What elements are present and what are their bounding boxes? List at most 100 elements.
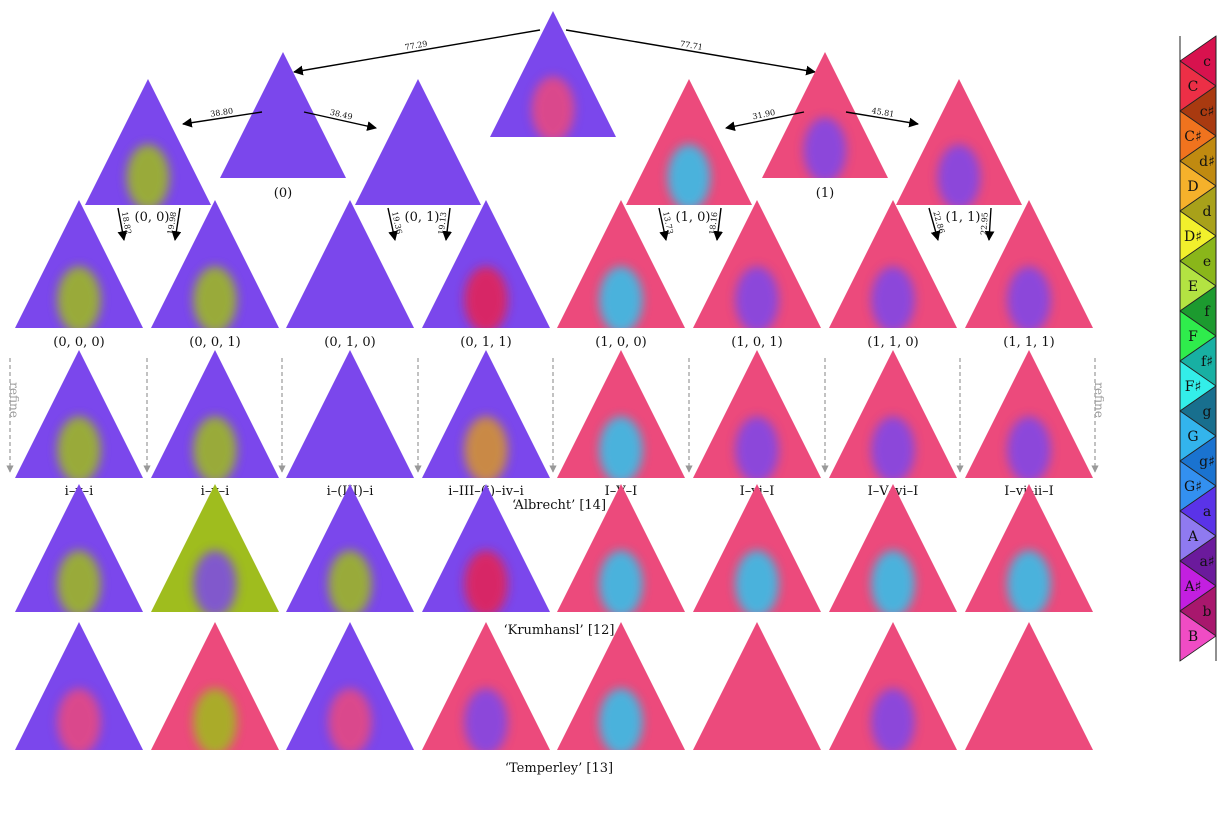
tree-leaf-triangle	[965, 200, 1093, 328]
profile-blob	[328, 550, 372, 612]
tree-level2-label: (0, 0)	[135, 210, 170, 225]
profile-blob	[1007, 266, 1051, 328]
legend-label: D♯	[1184, 229, 1202, 245]
edge-line	[565, 29, 816, 76]
triangle-fill	[693, 200, 821, 328]
triangle-fill	[557, 622, 685, 750]
tree-edge-root-left: 77.29	[293, 29, 541, 76]
row-caption: ‘Albrecht’ [14]	[512, 498, 606, 513]
edge-weight-label: 19.13	[437, 211, 449, 235]
legend-label: C	[1188, 79, 1199, 95]
triangle-fill	[693, 484, 821, 612]
row-triangle	[151, 350, 279, 478]
tree-level2-label: (1, 1)	[946, 210, 981, 225]
row-triangle	[965, 350, 1093, 478]
profile-blob	[871, 266, 915, 328]
edge-weight-label: 45.81	[871, 106, 895, 119]
profile-blob	[937, 144, 981, 205]
tree-leaf-label: (1, 0, 0)	[595, 335, 647, 350]
tree-level1-label: (0)	[274, 186, 292, 201]
profile-blob	[871, 688, 915, 750]
tree-leaf-label: (0, 1, 0)	[324, 335, 376, 350]
tree-edge-l2-leaf: 22.86	[928, 207, 946, 241]
tree-leaf-triangle	[693, 200, 821, 328]
triangle-fill	[557, 200, 685, 328]
edge-weight-label: 18.82	[120, 211, 133, 235]
tree-level1-label: (1)	[816, 186, 834, 201]
triangle-fill	[355, 79, 481, 205]
triangle-fill	[829, 622, 957, 750]
edge-weight-label: 18.16	[708, 211, 720, 235]
triangle-fill	[15, 484, 143, 612]
triangle-fill	[151, 200, 279, 328]
tree-level2-triangle	[896, 79, 1022, 205]
tree-edge-l2-leaf: 18.16	[708, 207, 723, 241]
triangle-fill	[965, 200, 1093, 328]
tree-leaf-label: (1, 1, 1)	[1003, 335, 1055, 350]
profile-blob	[57, 416, 101, 478]
edge-line	[117, 207, 128, 241]
row-triangle	[557, 350, 685, 478]
edge-line	[725, 111, 805, 132]
tree-leaf-triangle	[15, 200, 143, 328]
triangle-fill	[151, 622, 279, 750]
triangle-fill	[965, 622, 1093, 750]
triangle-fill	[896, 79, 1022, 205]
triangle-fill	[151, 350, 279, 478]
profile-blob	[328, 688, 372, 750]
legend-label: A	[1187, 529, 1199, 545]
profile-blob	[57, 266, 101, 328]
profile-blob	[1007, 550, 1051, 612]
row-triangle	[693, 622, 821, 750]
edge-weight-label: 19.98	[166, 211, 178, 235]
triangle-fill	[422, 350, 550, 478]
profile-blob	[735, 416, 779, 478]
edge-line	[928, 207, 941, 241]
row-triangle	[286, 484, 414, 612]
tree-edge-root-right: 77.71	[565, 29, 816, 76]
row-triangle	[15, 350, 143, 478]
triangle-fill	[693, 622, 821, 750]
tree-edge-l2-leaf: 18.82	[117, 207, 133, 241]
triangle-fill	[626, 79, 752, 205]
profile-blob	[193, 266, 237, 328]
profile-blob	[1007, 416, 1051, 478]
edge-line	[658, 207, 669, 241]
triangle-fill	[15, 622, 143, 750]
legend-label: g♯	[1199, 454, 1215, 470]
edge-line	[984, 207, 995, 241]
legend-label: A♯	[1184, 579, 1202, 595]
profile-blob	[531, 76, 575, 137]
edge-line	[713, 207, 723, 241]
row-triangle	[422, 484, 550, 612]
legend-label: g	[1203, 404, 1212, 420]
edge-line	[387, 207, 398, 241]
profile-blob	[464, 266, 508, 328]
triangle-fill	[286, 350, 414, 478]
edge-weight-label: 22.95	[979, 212, 989, 235]
row-caption: ‘Temperley’ [13]	[505, 761, 613, 776]
tree-level1-triangle	[762, 52, 888, 178]
tree-leaf-label: (1, 1, 0)	[867, 335, 919, 350]
legend-label: d	[1203, 204, 1212, 220]
edge-line	[171, 207, 182, 241]
row-triangle	[965, 484, 1093, 612]
refine-label-left: refine	[7, 382, 21, 418]
triangle-fill	[151, 484, 279, 612]
row-triangle	[829, 622, 957, 750]
legend-label: F♯	[1185, 379, 1202, 395]
triangle-fill	[965, 484, 1093, 612]
row-triangle	[151, 484, 279, 612]
profile-blob	[193, 416, 237, 478]
tree-level2-triangle	[85, 79, 211, 205]
row-triangle	[422, 622, 550, 750]
triangle-fill	[829, 350, 957, 478]
edge-weight-label: 77.71	[679, 39, 703, 52]
triangle-fill	[965, 350, 1093, 478]
edge-weight-label: 31.90	[752, 108, 776, 121]
tree-leaf-label: (1, 0, 1)	[731, 335, 783, 350]
tree-leaf-label: (0, 0, 1)	[189, 335, 241, 350]
row-triangle	[15, 622, 143, 750]
